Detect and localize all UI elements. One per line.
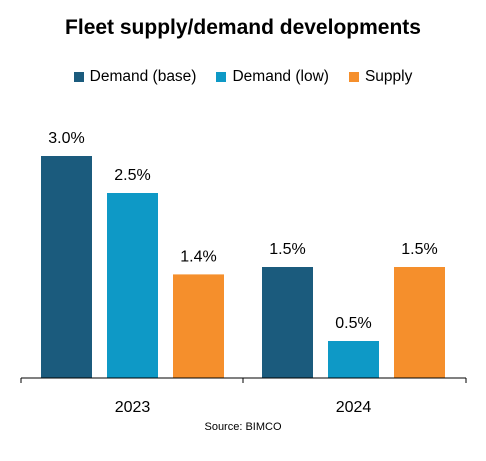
data-label-demand-base-2024: 1.5% [269,241,305,258]
source-note: Source: BIMCO [204,421,282,433]
data-label-supply-2024: 1.5% [401,241,437,258]
bar-demand-base-2024 [262,267,313,378]
legend-item-demand-low: Demand (low) [216,68,329,86]
bar-demand-low-2023 [107,193,158,378]
x-tick-label-2024: 2024 [336,399,372,416]
legend-label-supply: Supply [364,68,413,85]
bar-demand-base-2023 [41,156,92,378]
legend-swatch-supply [348,72,359,82]
legend-label-demand-base: Demand (base) [89,68,197,85]
data-label-demand-low-2023: 2.5% [114,167,150,184]
legend-item-supply: Supply [348,68,413,86]
legend-swatch-demand-low [216,72,227,82]
chart-title: Fleet supply/demand developments [65,16,421,39]
legend-item-demand-base: Demand (base) [73,68,197,86]
legend: Demand (base) Demand (low) Supply [0,68,486,86]
bar-demand-low-2024 [328,341,379,378]
x-tick-label-2023: 2023 [115,399,151,416]
legend-swatch-demand-base [73,72,84,82]
data-label-supply-2023: 1.4% [180,248,216,265]
bar-supply-2023 [173,274,224,378]
bar-supply-2024 [394,267,445,378]
legend-label-demand-low: Demand (low) [232,68,329,85]
data-label-demand-low-2024: 0.5% [335,315,371,332]
data-label-demand-base-2023: 3.0% [48,130,84,147]
